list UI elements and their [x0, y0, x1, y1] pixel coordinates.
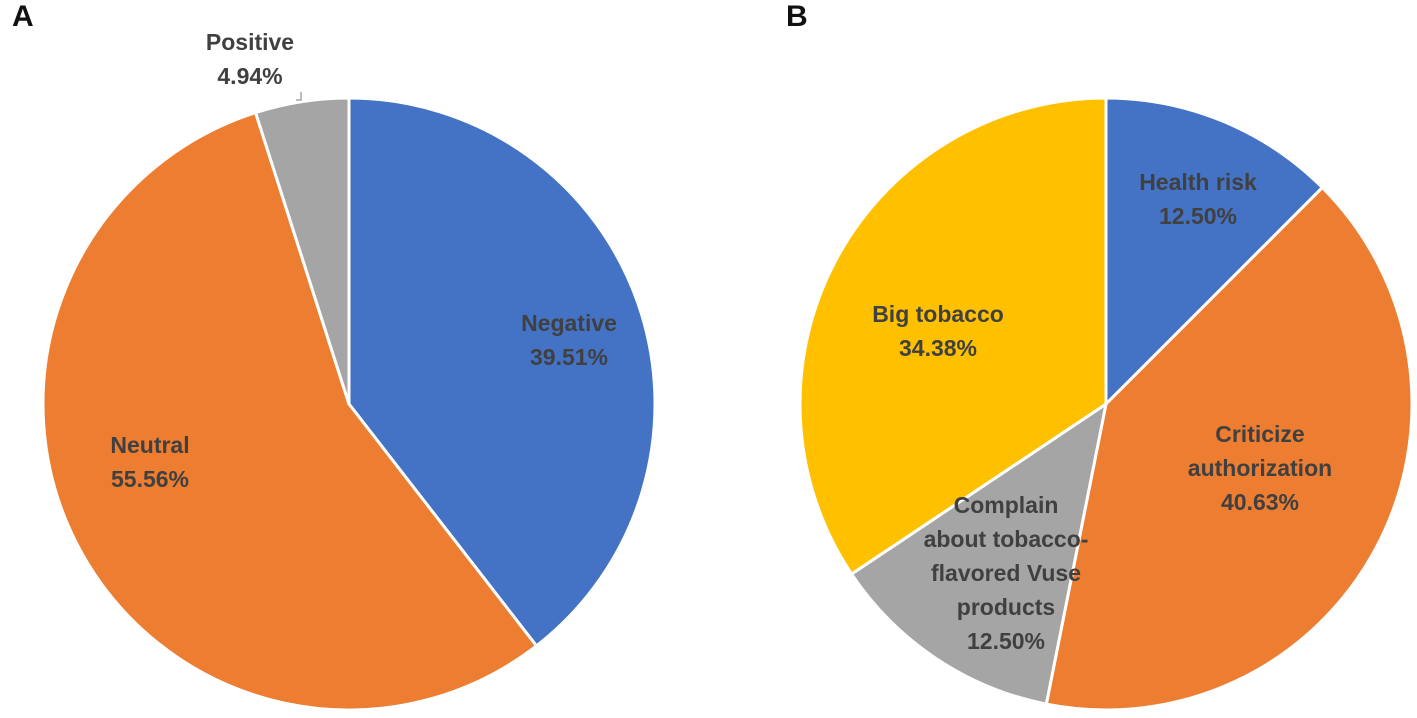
- pie-b-label-line: Health risk: [1139, 169, 1257, 195]
- pie-b-label-line: Criticize: [1215, 421, 1304, 447]
- pie-b-label-complain-about-tobacco-flavored-vuse-products: Complain about tobacco-flavored Vuse produ…: [924, 492, 1089, 654]
- pie-a-label-positive: Positive 4.94%: [206, 29, 294, 89]
- panel-a-letter: A: [12, 0, 34, 33]
- pie-a-slice-negative: [347, 96, 657, 648]
- pie-a-label-negative: Negative 39.51%: [521, 310, 617, 370]
- pie-a-slice-neutral: [41, 111, 538, 712]
- pie-b-label-health-risk: Health risk 12.50%: [1139, 169, 1257, 229]
- pie-a-label-line: 4.94%: [217, 63, 282, 89]
- pie-a-slice-positive: [254, 96, 351, 406]
- pie-chart-b: Health risk 12.50% Criticize authorization 4…: [798, 96, 1414, 712]
- pie-b-label-criticize-authorization: Criticize authorization 40.63%: [1188, 421, 1332, 515]
- pie-b-label-line: Big tobacco: [872, 301, 1004, 327]
- pie-b-slice-big-tobacco: [798, 96, 1108, 576]
- pie-b-slice-criticize-authorization: [1044, 186, 1414, 712]
- pie-b-label-line: 12.50%: [1159, 203, 1237, 229]
- pie-b-label-big-tobacco: Big tobacco 34.38%: [872, 301, 1004, 361]
- pie-a-label-line: 39.51%: [530, 344, 608, 370]
- pie-b-label-line: 34.38%: [899, 335, 977, 361]
- pie-a-label-line: Positive: [206, 29, 294, 55]
- pie-b-label-line: 12.50%: [967, 628, 1045, 654]
- pie-a-label-line: Negative: [521, 310, 617, 336]
- pie-chart-a: Negative 39.51% Neutral 55.56% Positive 4.94%: [41, 29, 657, 712]
- positive-leader-line: [296, 92, 302, 101]
- pie-b-label-line: 40.63%: [1221, 489, 1299, 515]
- pie-a-label-neutral: Neutral 55.56%: [110, 432, 189, 492]
- pie-a-label-line: 55.56%: [111, 466, 189, 492]
- pie-b-slice-complain-about-tobacco-flavored-vuse-products: [850, 402, 1108, 706]
- pie-a-label-line: Neutral: [110, 432, 189, 458]
- pie-b-label-line: products: [957, 594, 1055, 620]
- pie-b-label-line: Complain: [954, 492, 1059, 518]
- pie-b-label-line: authorization: [1188, 455, 1332, 481]
- pie-b-label-line: about tobacco-: [924, 526, 1089, 552]
- pie-b-slice-health-risk: [1104, 96, 1324, 406]
- panel-b-letter: B: [786, 0, 808, 33]
- pie-b-label-line: flavored Vuse: [931, 560, 1081, 586]
